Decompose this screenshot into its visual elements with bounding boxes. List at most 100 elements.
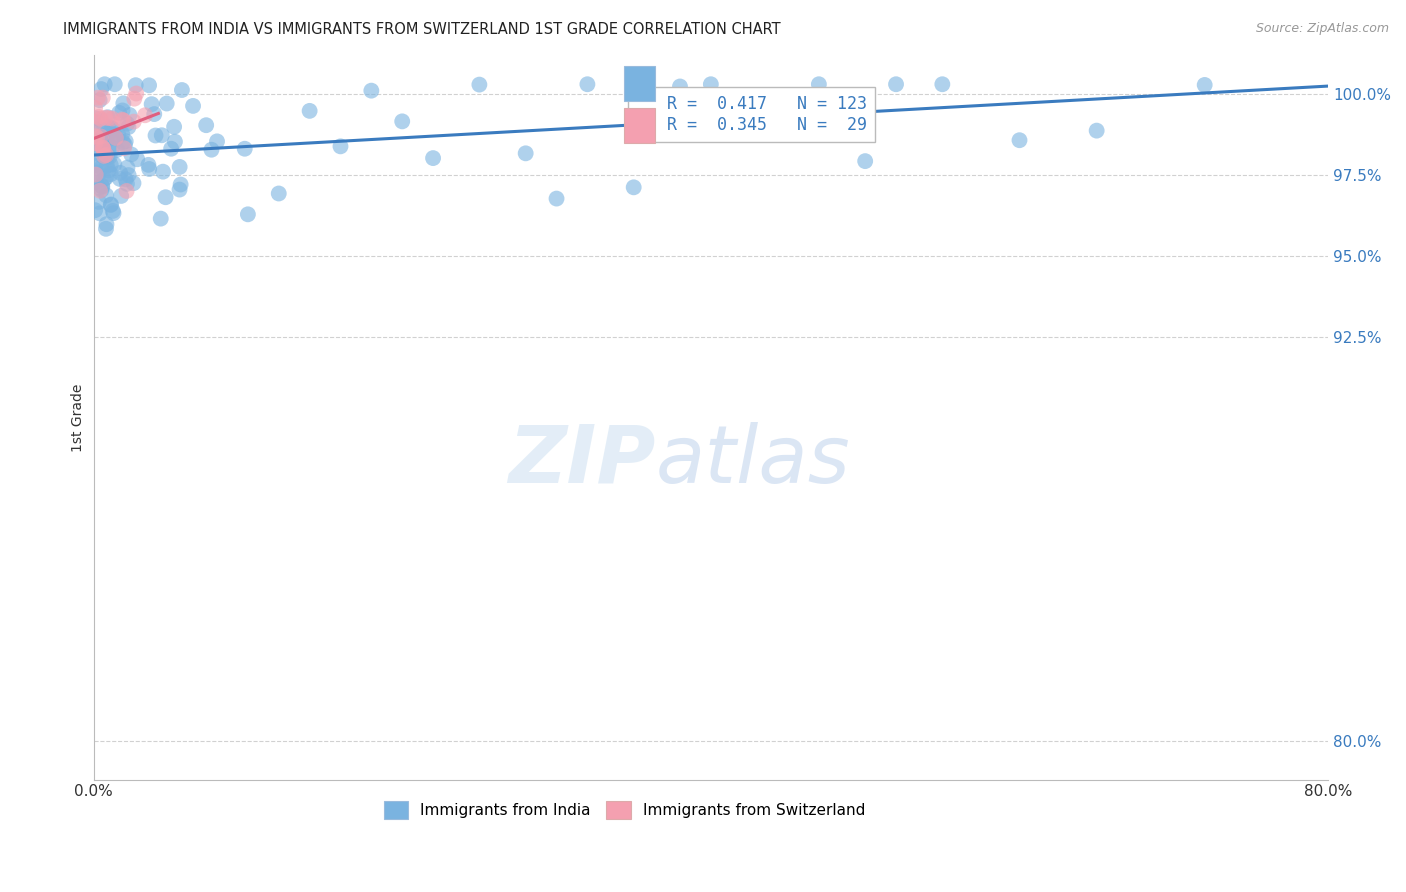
Point [100,158,122,172]
Point [97,110,120,124]
Text: Source: ZipAtlas.com: Source: ZipAtlas.com [1256,22,1389,36]
Point [108,166,131,180]
Point [115,177,138,191]
Point [138,158,160,172]
Point [163,120,186,134]
Point [150,128,173,143]
Point [1194,78,1216,92]
Point [391,114,413,128]
Point [90,183,112,197]
Point [84,175,107,189]
Point [195,118,218,132]
Point [669,79,692,94]
Point [84,134,107,148]
Point [91,178,114,193]
Point [156,96,179,111]
Point [329,139,352,153]
Point [87,110,110,124]
Point [112,96,135,111]
Point [468,78,491,92]
Point [86,165,108,179]
Point [112,141,135,155]
Point [115,184,138,198]
Point [90,148,112,162]
Point [89,112,111,126]
Point [700,77,723,91]
Point [134,108,156,122]
Point [94,111,117,125]
Point [117,168,139,182]
Text: R =  0.417   N = 123
   R =  0.345   N =  29: R = 0.417 N = 123 R = 0.345 N = 29 [637,95,866,134]
Point [93,134,115,148]
Point [546,192,568,206]
Point [96,150,118,164]
Point [141,97,163,112]
Point [143,107,166,121]
Point [96,159,118,173]
Point [105,130,128,145]
Point [115,117,138,131]
Point [145,128,167,143]
Point [105,143,128,157]
Legend: Immigrants from India, Immigrants from Switzerland: Immigrants from India, Immigrants from S… [375,793,873,826]
Point [91,140,114,154]
Point [93,77,115,91]
Point [98,126,121,140]
Point [84,136,107,151]
Point [853,154,876,169]
Point [87,91,110,105]
Point [100,167,122,181]
Point [84,101,107,115]
Point [89,184,111,198]
Point [169,183,191,197]
Point [103,122,125,136]
Point [120,147,142,161]
Point [84,168,107,182]
Point [104,128,127,142]
Point [205,134,228,148]
Point [138,161,160,176]
Point [93,149,115,163]
Point [181,99,204,113]
Point [101,141,124,155]
Point [84,129,107,144]
Point [89,181,111,195]
Point [97,125,120,139]
Point [931,77,953,91]
Point [98,150,121,164]
Point [96,188,118,202]
Point [111,103,134,118]
Point [89,93,111,107]
Point [91,136,114,150]
Point [807,77,830,91]
Point [1008,133,1031,147]
Point [104,77,127,91]
Point [97,163,120,178]
Point [169,178,191,192]
Point [114,172,136,186]
Y-axis label: 1st Grade: 1st Grade [72,384,86,451]
Point [122,176,145,190]
Point [422,151,444,165]
Point [170,83,193,97]
Point [93,118,115,132]
Point [114,134,136,148]
Point [776,90,799,104]
Point [236,207,259,221]
Point [94,170,117,185]
Point [125,87,148,101]
Point [87,194,110,209]
Point [233,142,256,156]
Point [515,146,537,161]
Point [103,157,125,171]
Point [152,164,174,178]
Point [360,84,382,98]
FancyBboxPatch shape [624,66,655,101]
Point [1085,123,1108,137]
Point [97,111,120,125]
Point [84,159,107,173]
Point [96,133,118,147]
Point [108,106,131,120]
Point [118,108,141,122]
Point [90,161,112,175]
